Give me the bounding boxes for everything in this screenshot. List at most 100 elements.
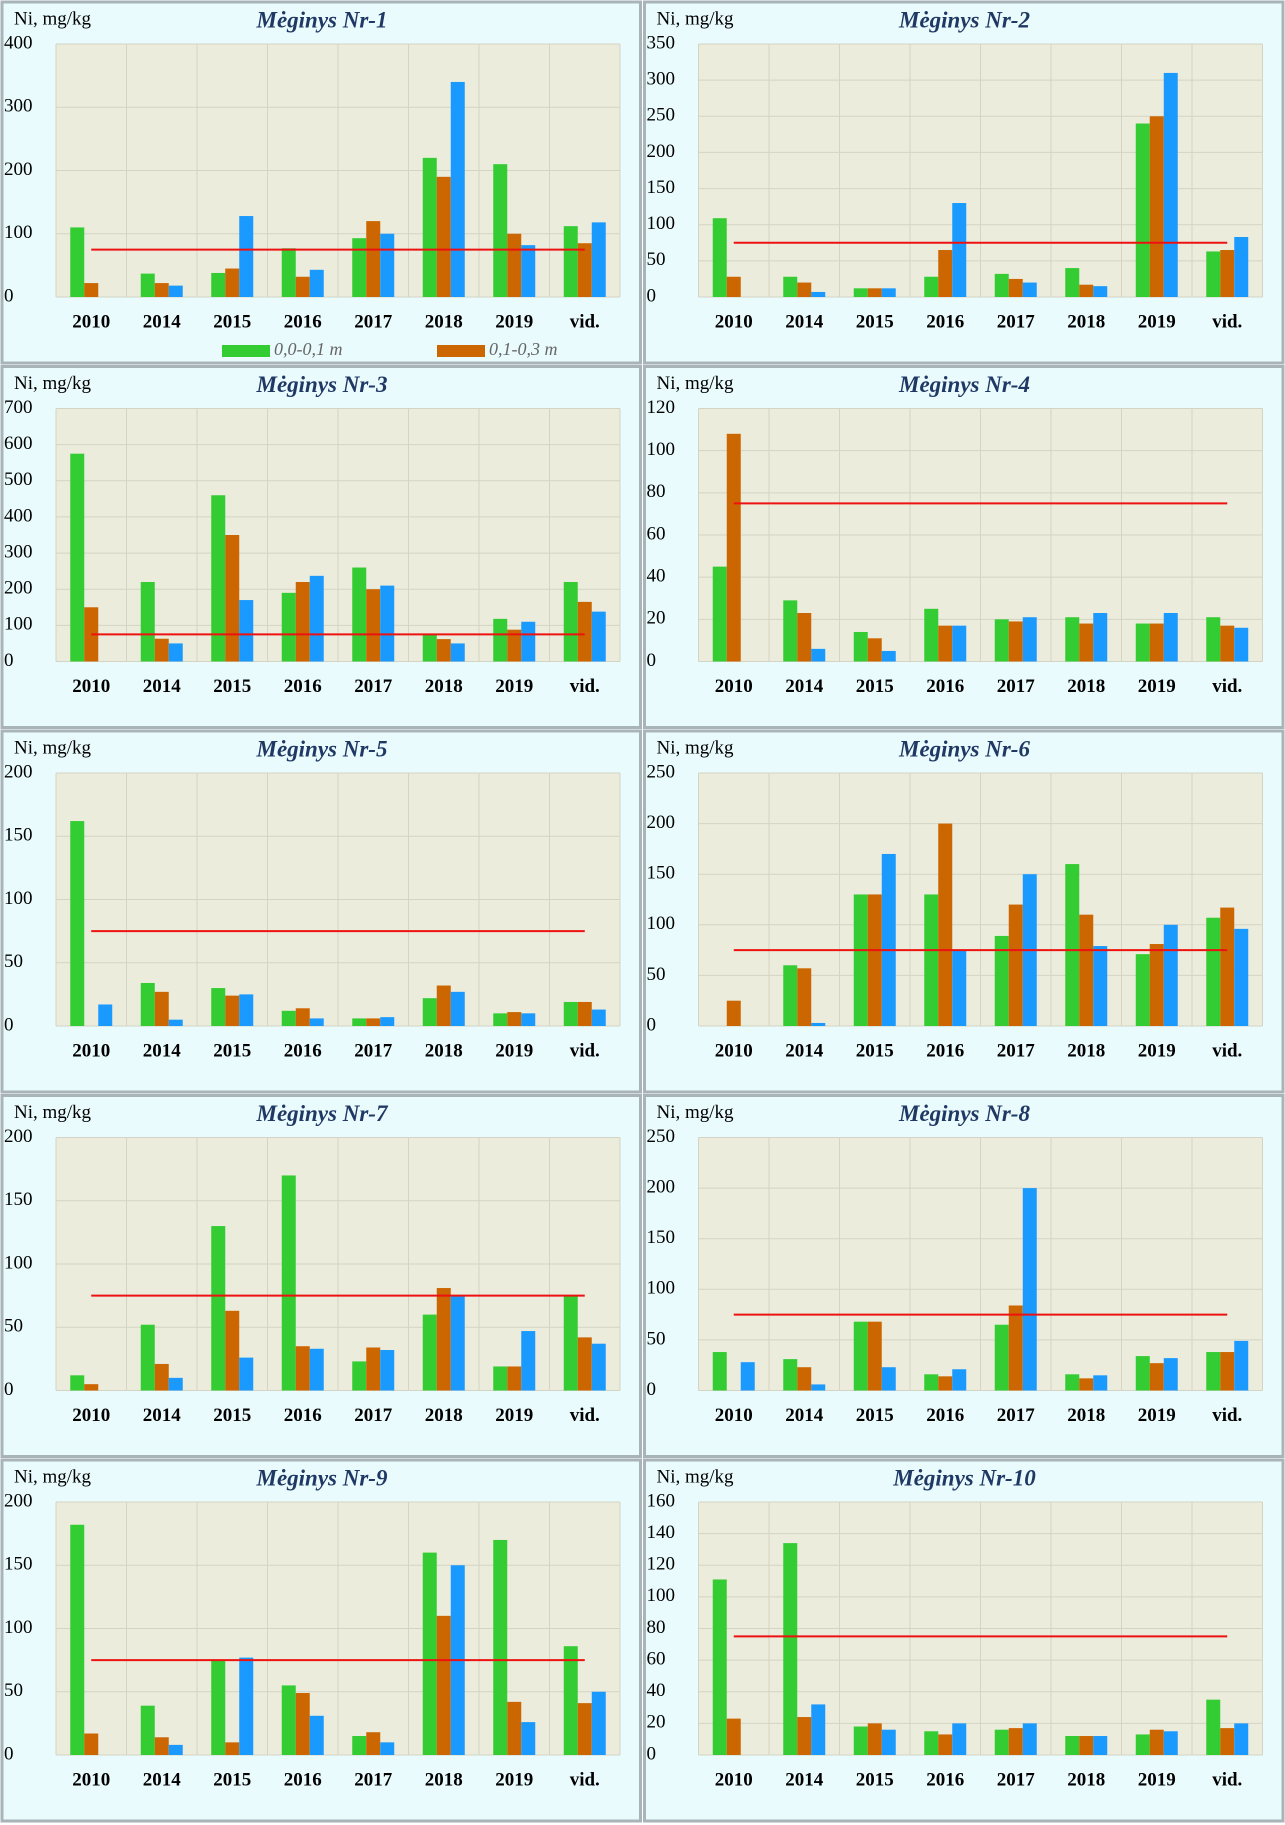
x-tick-label: 2017 — [997, 311, 1036, 332]
y-axis-label: Ni, mg/kg — [14, 1102, 92, 1123]
chart-title: Mėginys Nr-7 — [256, 1101, 389, 1126]
y-tick-label: 500 — [4, 469, 33, 490]
bar — [783, 276, 798, 297]
y-tick-label: 100 — [647, 213, 676, 234]
bar — [140, 273, 155, 297]
bar — [591, 1009, 606, 1026]
chart-panel: 0 50 100 150 200 250 Ni, mg/kg Mėginys Nr-8 2010… — [643, 1094, 1285, 1458]
bar — [309, 575, 324, 662]
bar — [366, 1347, 381, 1391]
y-tick-label: 0 — [647, 1014, 657, 1035]
bar — [521, 245, 536, 297]
y-tick-label: 250 — [647, 105, 676, 126]
bar — [1206, 617, 1221, 662]
bar — [797, 282, 812, 297]
x-tick-label: 2015 — [213, 1769, 251, 1790]
x-tick-label: 2017 — [354, 1769, 393, 1790]
bar — [1163, 613, 1178, 662]
chart-panel: 0 50 100 150 200 Ni, mg/kg Mėginys Nr-9 2010 201… — [0, 1458, 642, 1823]
bar — [154, 638, 169, 662]
x-tick-label: 2016 — [284, 1769, 322, 1790]
bar — [493, 164, 508, 297]
bar — [881, 288, 896, 297]
bar — [1008, 904, 1023, 1026]
x-tick-label: 2015 — [856, 1405, 894, 1426]
bar — [309, 1348, 324, 1391]
y-tick-label: 50 — [647, 1328, 666, 1349]
bar — [225, 1742, 240, 1755]
chart-title: Mėginys Nr-5 — [256, 736, 388, 761]
chart-panel: 0 50 100 150 200 250 Ni, mg/kg Mėginys Nr-6 2010… — [643, 729, 1285, 1094]
y-tick-label: 150 — [647, 177, 676, 198]
x-tick-label: 2015 — [213, 1040, 251, 1061]
bar — [70, 821, 85, 1026]
bar — [239, 600, 254, 662]
y-tick-label: 100 — [4, 888, 33, 909]
bar — [952, 203, 967, 297]
y-tick-label: 100 — [647, 913, 676, 934]
bar — [239, 1657, 254, 1755]
y-tick-label: 0 — [4, 285, 14, 306]
bar — [881, 650, 896, 662]
bar — [493, 618, 508, 662]
y-axis-label: Ni, mg/kg — [657, 1102, 735, 1123]
bar — [309, 1715, 324, 1755]
bar — [1234, 1340, 1249, 1391]
bar — [366, 1018, 381, 1026]
x-tick-label: 2010 — [715, 311, 753, 332]
x-tick-label: vid. — [570, 1040, 600, 1061]
bar — [881, 853, 896, 1026]
bar — [1163, 924, 1178, 1026]
y-tick-label: 150 — [647, 1227, 676, 1248]
bar — [712, 218, 727, 297]
x-tick-label: 2016 — [926, 676, 964, 697]
bar — [1149, 1729, 1164, 1755]
y-tick-label: 50 — [4, 1680, 23, 1701]
y-tick-label: 40 — [647, 566, 666, 587]
bar — [1220, 1728, 1235, 1755]
bar — [211, 988, 226, 1026]
y-tick-label: 150 — [4, 1189, 33, 1210]
bar — [952, 950, 967, 1026]
y-axis-label: Ni, mg/kg — [657, 373, 735, 394]
bar — [867, 1321, 882, 1391]
x-tick-label: 2018 — [425, 676, 463, 697]
bar — [70, 453, 85, 662]
bar — [154, 283, 169, 297]
bar — [1234, 237, 1249, 297]
bar — [811, 1704, 826, 1755]
bar — [952, 1369, 967, 1391]
bar — [853, 288, 868, 297]
bar — [1220, 250, 1235, 297]
bar — [168, 285, 183, 297]
bar — [380, 585, 395, 662]
y-tick-label: 160 — [647, 1490, 676, 1511]
bar — [1008, 1728, 1023, 1755]
bar — [211, 272, 226, 297]
y-tick-label: 400 — [4, 505, 33, 526]
bar — [577, 1337, 592, 1391]
y-tick-label: 250 — [647, 761, 676, 782]
y-tick-label: 400 — [4, 32, 33, 53]
bar — [1206, 1699, 1221, 1755]
x-tick-label: 2018 — [1067, 1405, 1105, 1426]
bar — [726, 433, 741, 662]
bar — [1135, 123, 1150, 297]
bar — [726, 1000, 741, 1026]
y-tick-label: 100 — [647, 1585, 676, 1606]
y-tick-label: 150 — [4, 1554, 33, 1575]
bar — [281, 1685, 296, 1755]
bar — [493, 1366, 508, 1391]
y-axis-label: Ni, mg/kg — [14, 1466, 92, 1487]
bar — [211, 1226, 226, 1391]
x-tick-label: 2017 — [997, 676, 1036, 697]
legend-label: 0,0-0,1 m — [274, 339, 343, 359]
bar — [1163, 72, 1178, 298]
x-tick-label: 2018 — [425, 1040, 463, 1061]
x-tick-label: vid. — [1212, 676, 1242, 697]
bar — [352, 567, 367, 662]
bar — [422, 1552, 437, 1755]
bar — [168, 1744, 183, 1755]
bar — [1220, 907, 1235, 1026]
y-tick-label: 0 — [647, 1379, 657, 1400]
